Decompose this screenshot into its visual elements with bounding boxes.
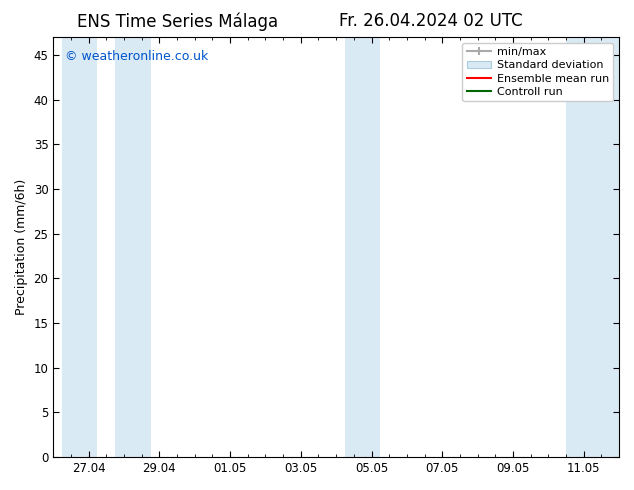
Bar bbox=[345, 37, 380, 457]
Y-axis label: Precipitation (mm/6h): Precipitation (mm/6h) bbox=[15, 179, 28, 315]
Bar bbox=[566, 37, 619, 457]
Text: © weatheronline.co.uk: © weatheronline.co.uk bbox=[65, 49, 208, 63]
Legend: min/max, Standard deviation, Ensemble mean run, Controll run: min/max, Standard deviation, Ensemble me… bbox=[462, 43, 614, 101]
Text: ENS Time Series Málaga: ENS Time Series Málaga bbox=[77, 12, 278, 31]
Bar bbox=[62, 37, 98, 457]
Bar bbox=[115, 37, 150, 457]
Text: Fr. 26.04.2024 02 UTC: Fr. 26.04.2024 02 UTC bbox=[339, 12, 523, 30]
